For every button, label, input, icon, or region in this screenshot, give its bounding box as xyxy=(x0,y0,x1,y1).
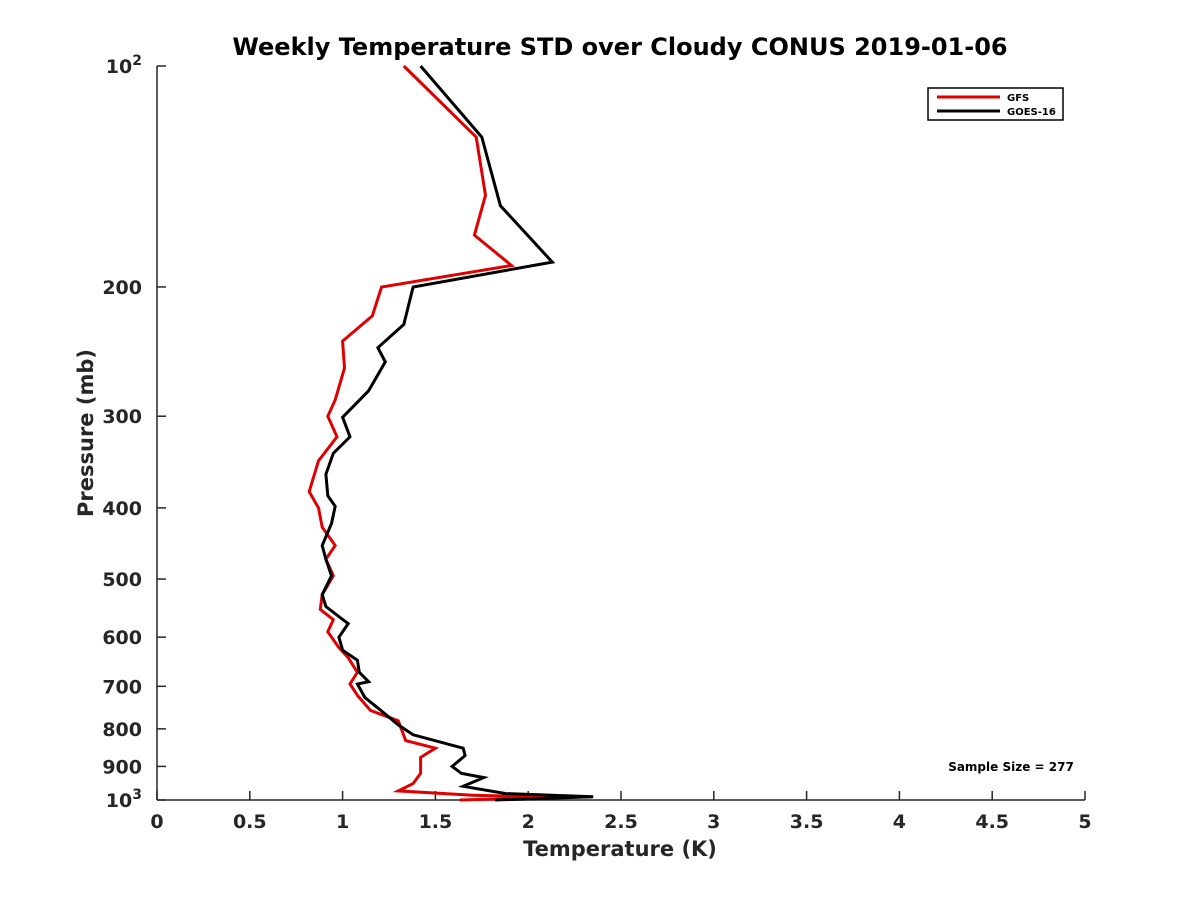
x-tick-label: 1.5 xyxy=(419,811,453,833)
x-tick-label: 2.5 xyxy=(604,811,638,833)
x-tick-label: 0 xyxy=(150,811,163,833)
x-axis-label: Temperature (K) xyxy=(523,837,717,861)
legend-label-gfs: GFS xyxy=(1007,93,1029,104)
y-tick-label: 900 xyxy=(102,756,142,778)
y-tick-label: 400 xyxy=(102,498,142,520)
chart-title: Weekly Temperature STD over Cloudy CONUS… xyxy=(232,33,1007,61)
y-tick-label: 600 xyxy=(102,627,142,649)
sample-size-annotation: Sample Size = 277 xyxy=(948,760,1074,774)
x-tick-label: 4 xyxy=(893,811,906,833)
x-tick-label: 1 xyxy=(336,811,349,833)
x-tick-label: 0.5 xyxy=(233,811,267,833)
y-tick-label: 700 xyxy=(102,676,142,698)
x-tick-label: 4.5 xyxy=(975,811,1009,833)
legend-label-goes16: GOES-16 xyxy=(1007,107,1056,118)
plot-axes: 0 0.5 1 1.5 2 2.5 3 3.5 4 4.5 5 102 200 300 400 500 600 7… xyxy=(102,53,1091,833)
y-tick-label: 300 xyxy=(102,406,142,428)
x-tick-label: 2 xyxy=(522,811,535,833)
y-tick-label: 200 xyxy=(102,277,142,299)
y-tick-label: 102 xyxy=(106,53,142,78)
x-tick-label: 3.5 xyxy=(790,811,824,833)
legend: GFS GOES-16 xyxy=(927,87,1064,121)
legend-box xyxy=(927,87,1064,121)
series-line-goes16 xyxy=(320,65,594,802)
y-axis-label: Pressure (mb) xyxy=(74,349,98,517)
data-series xyxy=(307,64,594,802)
y-tick-label: 103 xyxy=(106,787,142,812)
y-tick-label: 800 xyxy=(102,719,142,741)
y-tick-label: 500 xyxy=(102,569,142,591)
x-tick-label: 5 xyxy=(1078,811,1091,833)
x-tick-label: 3 xyxy=(707,811,720,833)
